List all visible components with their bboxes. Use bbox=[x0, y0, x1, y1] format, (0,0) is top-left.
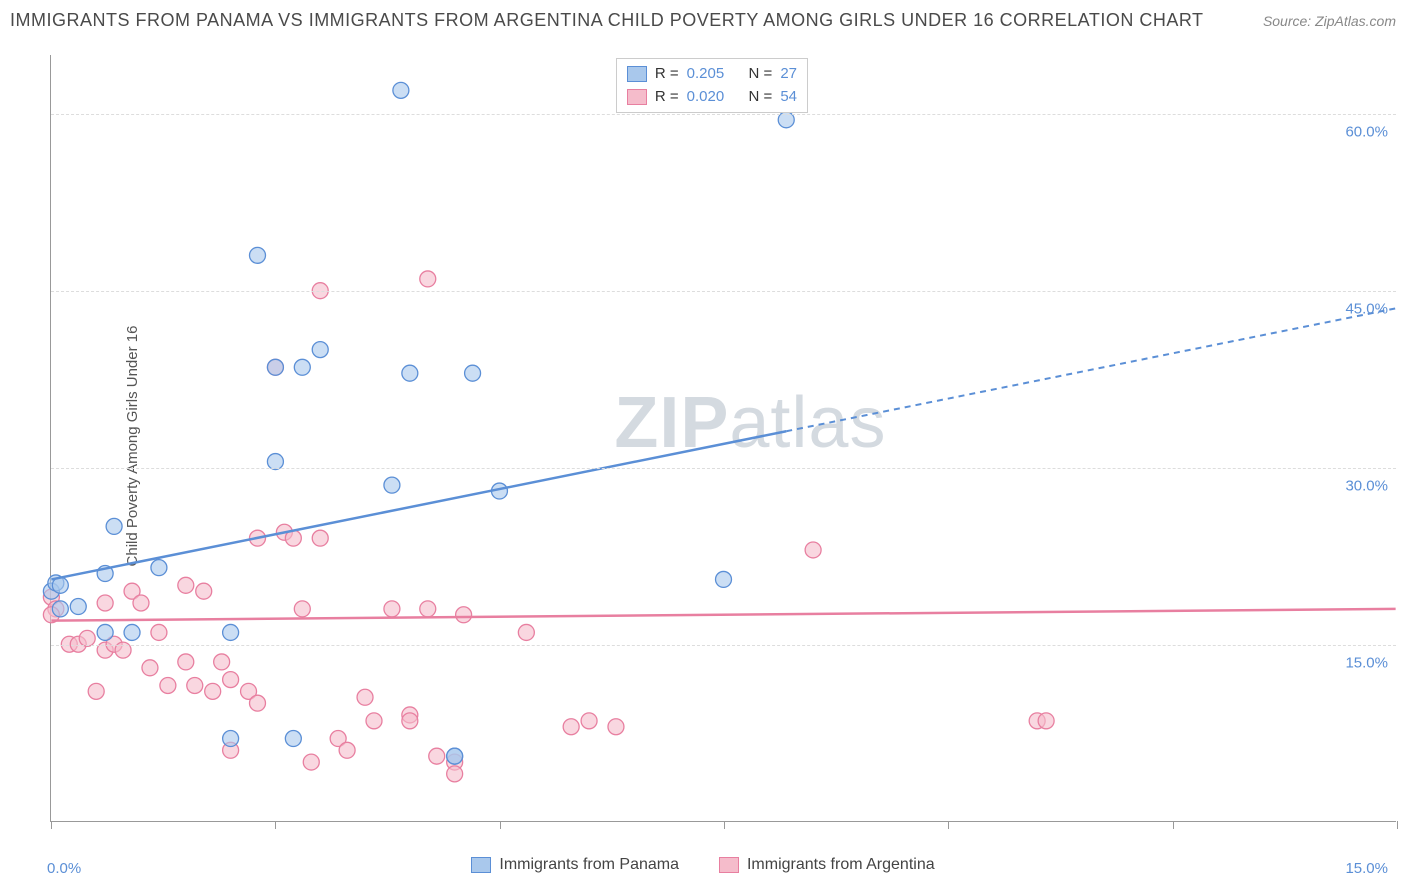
y-tick-label: 45.0% bbox=[1345, 301, 1388, 318]
data-point bbox=[88, 683, 104, 699]
legend-n-value: 54 bbox=[780, 86, 797, 109]
data-point bbox=[178, 654, 194, 670]
legend-correlation-row: R = 0.020 N = 54 bbox=[627, 86, 797, 109]
y-tick-label: 30.0% bbox=[1345, 478, 1388, 495]
data-point bbox=[142, 660, 158, 676]
y-tick-label: 15.0% bbox=[1345, 655, 1388, 672]
x-tick bbox=[275, 821, 276, 829]
trend-line bbox=[51, 431, 786, 579]
data-point bbox=[97, 595, 113, 611]
data-point bbox=[608, 719, 624, 735]
data-point bbox=[393, 82, 409, 98]
data-point bbox=[518, 624, 534, 640]
data-point bbox=[205, 683, 221, 699]
x-tick bbox=[51, 821, 52, 829]
data-point bbox=[465, 365, 481, 381]
chart-title: IMMIGRANTS FROM PANAMA VS IMMIGRANTS FRO… bbox=[10, 10, 1204, 31]
data-point bbox=[214, 654, 230, 670]
data-point bbox=[151, 624, 167, 640]
data-point bbox=[294, 359, 310, 375]
data-point bbox=[294, 601, 310, 617]
x-tick bbox=[1173, 821, 1174, 829]
data-point bbox=[178, 577, 194, 593]
data-point bbox=[250, 695, 266, 711]
data-point bbox=[303, 754, 319, 770]
data-point bbox=[160, 677, 176, 693]
data-point bbox=[366, 713, 382, 729]
data-point bbox=[1038, 713, 1054, 729]
data-point bbox=[223, 731, 239, 747]
data-point bbox=[151, 560, 167, 576]
legend-series-item: Immigrants from Argentina bbox=[719, 856, 935, 874]
data-point bbox=[79, 630, 95, 646]
data-point bbox=[339, 742, 355, 758]
legend-swatch bbox=[719, 857, 739, 873]
data-point bbox=[223, 672, 239, 688]
legend-r-value: 0.020 bbox=[687, 86, 725, 109]
scatter-svg bbox=[51, 55, 1396, 821]
data-point bbox=[133, 595, 149, 611]
legend-correlation: R = 0.205 N = 27 R = 0.020 N = 54 bbox=[616, 58, 808, 113]
data-point bbox=[106, 518, 122, 534]
data-point bbox=[52, 601, 68, 617]
legend-r-value: 0.205 bbox=[687, 63, 725, 86]
gridline bbox=[51, 291, 1396, 292]
data-point bbox=[402, 713, 418, 729]
data-point bbox=[429, 748, 445, 764]
data-point bbox=[420, 271, 436, 287]
data-point bbox=[384, 601, 400, 617]
data-point bbox=[267, 359, 283, 375]
data-point bbox=[124, 624, 140, 640]
trend-line bbox=[51, 609, 1395, 621]
data-point bbox=[563, 719, 579, 735]
legend-n-value: 27 bbox=[780, 63, 797, 86]
gridline bbox=[51, 468, 1396, 469]
data-point bbox=[384, 477, 400, 493]
legend-series-item: Immigrants from Panama bbox=[471, 856, 679, 874]
x-tick bbox=[948, 821, 949, 829]
legend-n-label: N = bbox=[749, 86, 773, 109]
legend-series-label: Immigrants from Panama bbox=[499, 856, 679, 874]
chart-header: IMMIGRANTS FROM PANAMA VS IMMIGRANTS FRO… bbox=[10, 10, 1396, 31]
legend-r-label: R = bbox=[655, 63, 679, 86]
legend-correlation-row: R = 0.205 N = 27 bbox=[627, 63, 797, 86]
legend-n-label: N = bbox=[749, 63, 773, 86]
data-point bbox=[223, 624, 239, 640]
data-point bbox=[312, 530, 328, 546]
y-tick-label: 60.0% bbox=[1345, 124, 1388, 141]
x-tick bbox=[1397, 821, 1398, 829]
data-point bbox=[70, 599, 86, 615]
gridline bbox=[51, 645, 1396, 646]
data-point bbox=[285, 731, 301, 747]
legend-series: Immigrants from Panama Immigrants from A… bbox=[0, 856, 1406, 874]
data-point bbox=[97, 624, 113, 640]
chart-plot-area: ZIPatlas R = 0.205 N = 27 R = 0.020 N = … bbox=[50, 55, 1396, 822]
gridline bbox=[51, 114, 1396, 115]
x-tick bbox=[500, 821, 501, 829]
data-point bbox=[196, 583, 212, 599]
data-point bbox=[402, 365, 418, 381]
data-point bbox=[805, 542, 821, 558]
data-point bbox=[447, 748, 463, 764]
data-point bbox=[456, 607, 472, 623]
data-point bbox=[357, 689, 373, 705]
chart-source: Source: ZipAtlas.com bbox=[1263, 13, 1396, 29]
legend-swatch bbox=[471, 857, 491, 873]
data-point bbox=[312, 342, 328, 358]
legend-series-label: Immigrants from Argentina bbox=[747, 856, 935, 874]
data-point bbox=[420, 601, 436, 617]
legend-swatch bbox=[627, 66, 647, 82]
trend-line-extrapolated bbox=[786, 308, 1395, 431]
data-point bbox=[447, 766, 463, 782]
data-point bbox=[716, 571, 732, 587]
x-tick bbox=[724, 821, 725, 829]
data-point bbox=[187, 677, 203, 693]
legend-swatch bbox=[627, 89, 647, 105]
legend-r-label: R = bbox=[655, 86, 679, 109]
data-point bbox=[581, 713, 597, 729]
data-point bbox=[250, 247, 266, 263]
